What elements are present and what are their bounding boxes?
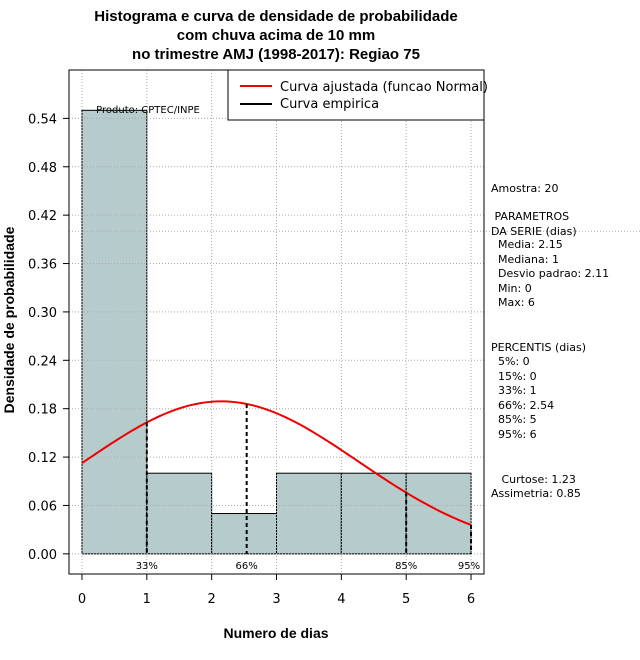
- x-axis-label: Numero de dias: [223, 625, 328, 641]
- histogram-bar-1: [146, 472, 213, 555]
- histogram-bar-3: [276, 472, 342, 555]
- chart-title-line-1: Histograma e curva de densidade de proba…: [94, 8, 457, 25]
- stat-percentis: 5%: 0 15%: 0 33%: 1 66%: 2.54 85%: 5 95%…: [497, 355, 555, 441]
- y-tick-label-7: 0.42: [28, 209, 57, 224]
- y-tick-label-8: 0.48: [28, 161, 57, 176]
- y-tick-label-0: 0.00: [28, 548, 57, 563]
- stat-parametros-title: PARAMETROS DA SERIE (dias): [491, 210, 577, 238]
- stat-curtose: Curtose: 1.23: [491, 473, 576, 486]
- y-axis-label: Densidade de probabilidade: [1, 226, 17, 413]
- y-tick-label-3: 0.18: [28, 403, 57, 418]
- percentile-label-3: 95%: [458, 561, 480, 572]
- legend: Curva ajustada (funcao Normal) Curva emp…: [227, 69, 488, 121]
- legend-box: [227, 69, 485, 121]
- chart-title-line-2: com chuva acima de 10 mm: [177, 27, 375, 44]
- chart-title-line-3: no trimestre AMJ (1998-2017): Regiao 75: [132, 46, 420, 63]
- stat-amostra: Amostra: 20: [491, 182, 559, 195]
- stat-assimetria: Assimetria: 0.85: [491, 487, 581, 500]
- plot-area: 33% 66% 85% 95% 0 1 2 3 4 5 6 0.00 0.06 0.12 0.18 0.24 0…: [28, 69, 640, 607]
- x-tick-label-1: 1: [143, 592, 151, 607]
- product-label: Produto: CPTEC/INPE: [96, 105, 200, 116]
- x-tick-label-5: 5: [402, 592, 410, 607]
- percentile-label-2: 85%: [395, 561, 417, 572]
- percentile-label-0: 33%: [136, 561, 158, 572]
- y-tick-label-5: 0.30: [28, 306, 57, 321]
- percentile-label-1: 66%: [236, 561, 258, 572]
- stat-parametros: Media: 2.15 Mediana: 1 Desvio padrao: 2.…: [497, 238, 610, 309]
- y-tick-label-1: 0.06: [28, 499, 57, 514]
- x-tick-label-2: 2: [208, 592, 216, 607]
- x-tick-label-6: 6: [467, 592, 475, 607]
- histogram-bar-4: [340, 472, 407, 555]
- y-tick-label-6: 0.36: [28, 258, 57, 273]
- x-tick-label-4: 4: [337, 592, 345, 607]
- legend-label-empirical: Curva empirica: [280, 97, 379, 112]
- histogram-bar-5: [405, 472, 472, 555]
- x-tick-label-0: 0: [78, 592, 86, 607]
- y-tick-label-2: 0.12: [28, 451, 57, 466]
- histogram-bar-0: [81, 109, 148, 555]
- y-tick-label-9: 0.54: [28, 112, 57, 127]
- legend-label-fitted: Curva ajustada (funcao Normal): [280, 80, 488, 95]
- x-tick-label-3: 3: [272, 592, 280, 607]
- stat-percentis-title: PERCENTIS (dias): [491, 341, 587, 354]
- y-tick-label-4: 0.24: [28, 354, 57, 369]
- histogram-bar-2: [211, 513, 277, 555]
